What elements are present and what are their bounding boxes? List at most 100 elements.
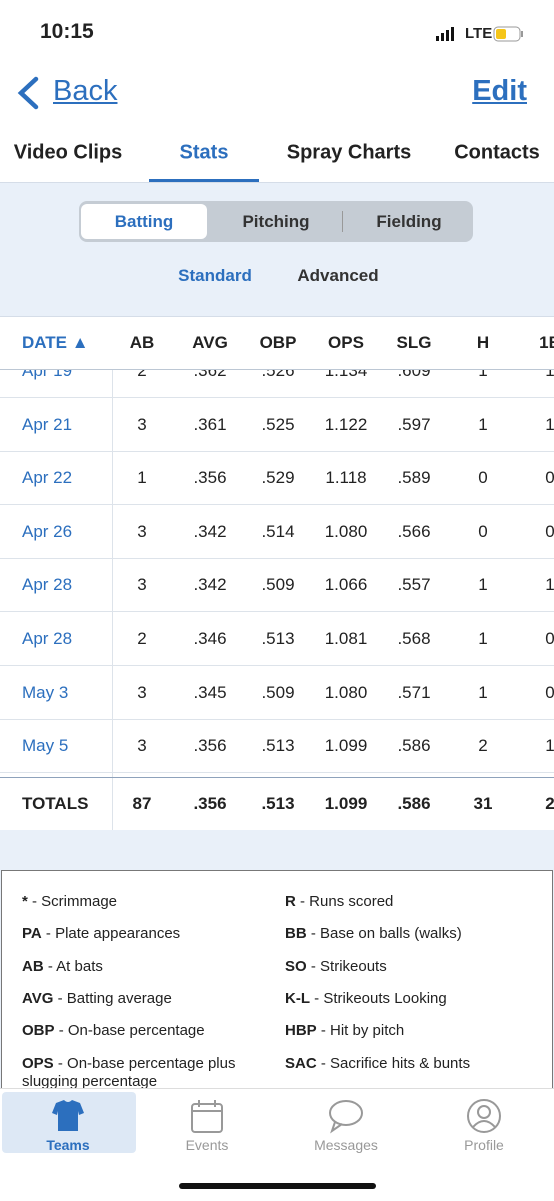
legend-abbr: OBP	[22, 1022, 55, 1040]
cell: 0	[545, 629, 554, 648]
legend-item: AB - At bats	[22, 958, 267, 976]
tab-label[interactable]: Events	[185, 1137, 229, 1153]
cell: 0	[545, 682, 554, 702]
segment[interactable]: Fielding	[376, 212, 442, 231]
table-row: May 5 3 .356 .513 1.099 .586 2 1	[0, 719, 554, 774]
tab-icon	[464, 1097, 504, 1135]
date-link[interactable]: Apr 19	[22, 370, 73, 380]
date-link[interactable]: Apr 22	[22, 468, 73, 488]
legend-desc: - Plate appearances	[45, 925, 181, 943]
table-row: Apr 26 3 .342 .514 1.080 .566 0 0	[0, 505, 554, 559]
icon	[329, 1100, 363, 1134]
date-link[interactable]: May 3	[22, 682, 69, 702]
legend-desc: - Strikeouts Looking	[314, 989, 447, 1007]
table-row: May 3 3 .345 .509 1.080 .571 1 0	[0, 666, 554, 720]
legend-abbr: *	[22, 893, 28, 910]
legend-abbr: SO	[285, 957, 307, 975]
cell: 1.080	[324, 682, 368, 702]
legend-desc: - Batting average	[57, 989, 172, 1007]
cell: 1	[545, 575, 554, 595]
date-link[interactable]: May 5	[22, 736, 69, 756]
date-link[interactable]: Apr 26	[22, 521, 73, 541]
legend-desc: - On-base percentage	[58, 1022, 205, 1040]
tab-underline	[149, 179, 259, 182]
cell: .566	[397, 521, 431, 541]
cell: 1.099	[324, 736, 368, 756]
date-link[interactable]: Apr 28	[22, 575, 73, 595]
table-row: Apr 22 1 .356 .529 1.118 .589 0 0	[0, 451, 554, 506]
legend-abbr: AB	[22, 957, 44, 975]
cell: .514	[261, 521, 295, 541]
network: LTE	[465, 25, 493, 42]
legend-abbr: K-L	[285, 989, 310, 1007]
cell: .589	[397, 468, 431, 488]
legend-item: PA - Plate appearances	[22, 925, 267, 943]
date-link[interactable]: Apr 28	[22, 629, 73, 648]
legend-abbr: R	[285, 893, 296, 910]
cell: .513	[261, 629, 295, 648]
cell: .342	[193, 575, 227, 595]
back-chevron[interactable]	[16, 76, 40, 110]
cell: 3	[137, 736, 147, 756]
tab[interactable]: Video Clips	[13, 141, 123, 164]
table-row: Apr 28 2 .346 .513 1.081 .568 1 0	[0, 612, 554, 666]
cell: 1	[478, 682, 488, 702]
tab[interactable]: Spray Charts	[286, 141, 412, 164]
cell: 1	[545, 414, 554, 434]
cell: 0	[545, 521, 554, 541]
cell: .356	[193, 736, 227, 756]
cell: .345	[193, 682, 227, 702]
icon	[467, 1099, 501, 1133]
subtab[interactable]: Advanced	[297, 266, 379, 285]
tab-icon	[187, 1097, 227, 1135]
cell: 1B	[539, 333, 554, 352]
cell: AVG	[192, 333, 228, 352]
segment[interactable]: Pitching	[242, 212, 310, 231]
tab[interactable]: Contacts	[454, 141, 540, 164]
total-cell: TOTALS	[22, 794, 89, 813]
total-cell: .586	[397, 794, 431, 813]
legend-item: SAC - Sacrifice hits & bunts	[285, 1055, 535, 1073]
cell: OPS	[328, 333, 364, 352]
legend: * - Scrimmage PA - Plate appearances AB - …	[1, 870, 553, 1092]
cell: .571	[397, 682, 431, 702]
cell: SLG	[396, 333, 432, 352]
tab-label[interactable]: Teams	[46, 1137, 90, 1153]
cell: 1.066	[324, 575, 368, 595]
total-cell: 87	[132, 794, 152, 813]
subtab[interactable]: Standard	[178, 266, 252, 285]
cell: .509	[261, 682, 295, 702]
legend-item: SO - Strikeouts	[285, 958, 535, 976]
segmented-control: Batting Pitching Fielding	[79, 201, 473, 242]
legend-abbr: PA	[22, 925, 42, 943]
date-link[interactable]: Apr 21	[22, 414, 73, 434]
cell: .509	[261, 575, 295, 595]
legend-desc: - Runs scored	[300, 893, 394, 910]
cell: .356	[193, 468, 227, 488]
tab-label[interactable]: Messages	[314, 1137, 378, 1153]
legend-abbr: HBP	[285, 1022, 317, 1040]
cell: 1	[478, 629, 488, 648]
cell: .597	[397, 414, 431, 434]
cell: .586	[397, 736, 431, 756]
cell: AB	[129, 333, 155, 352]
total-cell: 1.099	[324, 794, 368, 813]
edit-button[interactable]: Edit	[472, 75, 527, 107]
cell: 0	[478, 521, 488, 541]
cell: .362	[193, 370, 227, 380]
legend-desc: - On-base percentage plus slugging perce…	[22, 1054, 236, 1090]
cell: .346	[193, 629, 227, 648]
legend-item: AVG - Batting average	[22, 990, 267, 1008]
segment[interactable]: Batting	[114, 212, 174, 231]
legend-item: K-L - Strikeouts Looking	[285, 990, 535, 1008]
total-cell: 2	[545, 794, 554, 813]
back-button[interactable]: Back	[53, 75, 118, 107]
tab-label[interactable]: Profile	[464, 1137, 504, 1153]
home-indicator	[179, 1183, 376, 1189]
table-row: Apr 21 3 .361 .525 1.122 .597 1 1	[0, 398, 554, 452]
cell: 1.080	[324, 521, 368, 541]
cell: 1.134	[324, 370, 368, 380]
legend-item: BB - Base on balls (walks)	[285, 925, 535, 943]
cell: 3	[137, 414, 147, 434]
tab[interactable]: Stats	[179, 141, 229, 164]
